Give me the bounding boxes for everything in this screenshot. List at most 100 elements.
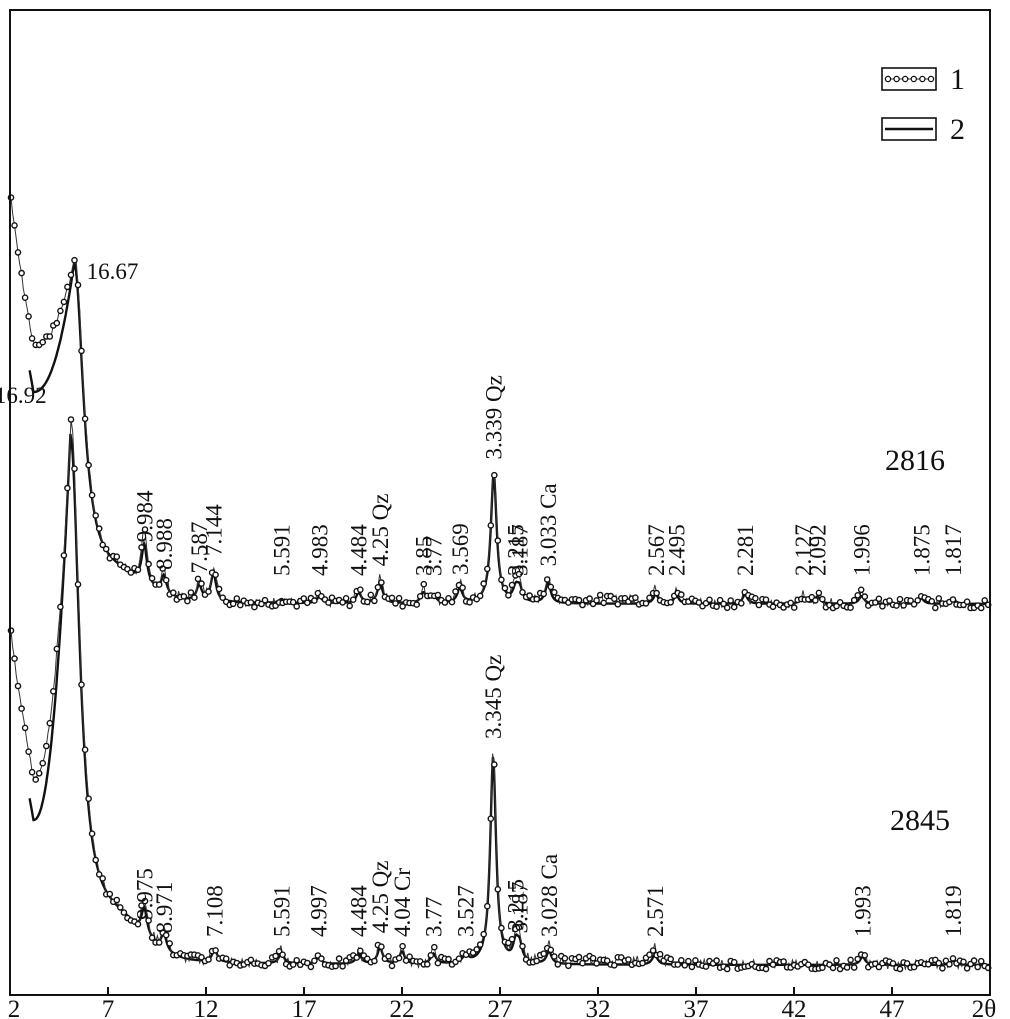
series-1-point	[452, 588, 459, 595]
series-1-point	[480, 580, 488, 587]
peak-label: 3.345 Qz	[481, 655, 506, 739]
x-axis-label: 2θ	[972, 996, 996, 1019]
series-1-point	[53, 319, 61, 327]
series-1-point	[184, 597, 191, 605]
series-1-point	[963, 598, 971, 606]
series-1-point	[738, 600, 745, 607]
series-1-point	[95, 525, 103, 532]
series-1-point	[805, 961, 812, 969]
series-1-point	[349, 596, 357, 604]
series-1-point	[371, 597, 378, 605]
series-1-point	[727, 597, 735, 604]
series-1-point	[346, 602, 354, 610]
series-1-point	[219, 594, 226, 602]
series-1-point	[596, 591, 604, 599]
peak-label: 3.527	[454, 885, 479, 937]
series-1-point	[222, 955, 230, 963]
series-1-point	[106, 890, 114, 898]
series-1-point	[769, 961, 777, 968]
series-1-point	[399, 942, 406, 950]
series-1-point	[134, 566, 142, 574]
series-1-point	[247, 599, 255, 606]
series-1-point	[187, 589, 195, 596]
series-1-point	[879, 603, 886, 610]
series-1-point	[498, 576, 505, 584]
series-1-point	[11, 222, 18, 229]
series-1-point	[81, 746, 89, 754]
legend-marker	[919, 75, 926, 83]
series-1-point	[642, 600, 650, 607]
series-1-point	[508, 935, 516, 943]
series-1-point	[981, 597, 989, 604]
series-1-point	[57, 307, 64, 315]
series-1-point	[99, 875, 106, 882]
series-1-point	[117, 904, 124, 911]
series-1-point	[540, 590, 548, 598]
series-1-point	[198, 580, 205, 587]
series-1-point	[279, 951, 286, 959]
x-tick-label: 37	[684, 996, 709, 1019]
series-1-point	[480, 930, 488, 938]
series-1-point	[74, 581, 82, 588]
series-1-point	[155, 581, 163, 588]
x-axis-ticks: 2 7 12 17 22 27 32 37 42 47 2θ	[8, 987, 996, 1019]
series-1-point	[611, 962, 618, 969]
series-1-point	[547, 583, 555, 591]
series-1-point	[388, 594, 396, 602]
series-1-point	[515, 570, 523, 578]
series-1-point	[713, 603, 720, 611]
series-1-point	[39, 338, 47, 346]
peak-label: 16.67	[87, 259, 139, 284]
series-1-point	[43, 742, 50, 750]
series-1-point	[25, 313, 32, 320]
series-1-point	[473, 946, 481, 953]
series-1-point	[335, 955, 343, 962]
series-1-point	[494, 537, 502, 544]
series-1-point	[406, 953, 413, 961]
series-1-point	[850, 964, 858, 971]
series-1-point	[212, 947, 219, 954]
series-1-point	[515, 924, 523, 931]
series-1-point	[872, 599, 879, 606]
series-1-point	[311, 597, 318, 604]
series-1-point	[46, 333, 54, 340]
series-1-point	[847, 956, 854, 964]
series-1-point	[332, 962, 339, 970]
peak-label: 3.028 Ca	[537, 854, 562, 937]
series-1-point	[593, 960, 600, 967]
peak-label: 3.033 Ca	[536, 483, 561, 566]
series-1-point	[857, 586, 865, 594]
series-1-point	[388, 962, 396, 970]
series-1-point	[236, 601, 244, 609]
series-1-point	[28, 768, 36, 776]
series-1-point	[600, 599, 608, 607]
series-1-point	[667, 599, 675, 606]
peak-label: 3.187	[508, 882, 533, 934]
series-1-point	[723, 965, 731, 973]
peak-label: 2.495	[664, 524, 689, 576]
x-tick-label: 27	[488, 996, 513, 1019]
peak-label: 9.984	[132, 490, 157, 542]
series-1-point	[162, 931, 170, 939]
series-1-point	[893, 602, 900, 609]
series-1-point	[494, 886, 502, 893]
series-1-point	[910, 963, 918, 971]
series-1-point	[233, 595, 241, 602]
series-1-point	[780, 958, 787, 965]
peak-label: 3.339 Qz	[482, 375, 507, 459]
legend-label: 2	[950, 113, 965, 146]
series-1-point	[833, 957, 840, 964]
series-1-point	[67, 416, 75, 423]
peak-label: 3.85	[412, 536, 437, 576]
series-1-point	[85, 795, 92, 803]
series-1-point	[974, 963, 982, 971]
series-1-point	[812, 597, 819, 604]
series-1-point	[127, 569, 135, 576]
series-1-point	[547, 946, 555, 954]
peak-label: 4.25 Qz	[368, 861, 393, 934]
peak-label: 5.591	[269, 524, 294, 576]
peak-label: 3.215	[504, 524, 529, 576]
series-1-point	[430, 943, 438, 951]
series-1-point	[258, 600, 265, 608]
series-1-point	[561, 955, 569, 962]
